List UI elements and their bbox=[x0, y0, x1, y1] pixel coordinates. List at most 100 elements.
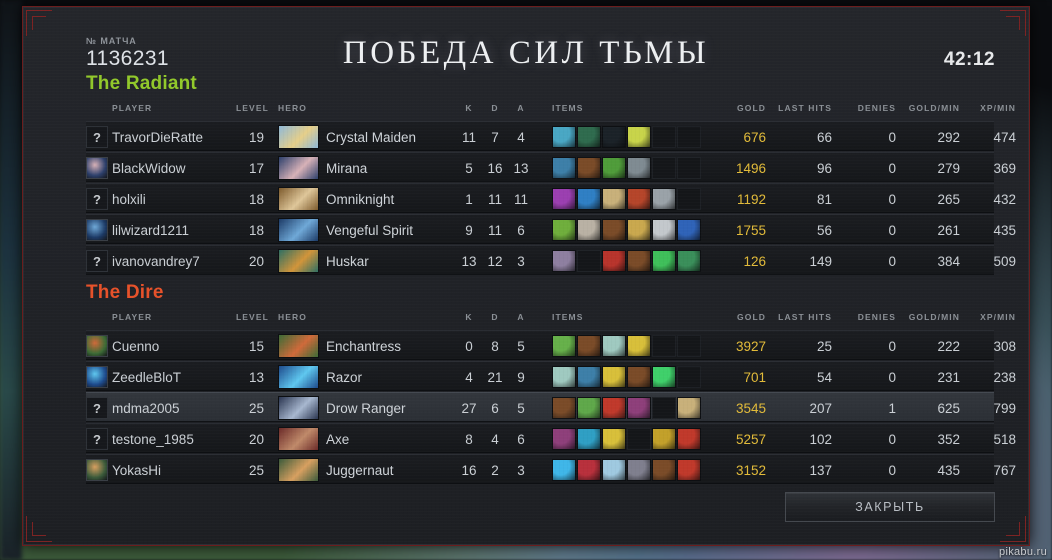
item-icon[interactable] bbox=[552, 157, 576, 179]
unknown-avatar-placeholder-icon[interactable]: ? bbox=[86, 397, 108, 419]
item-icon[interactable] bbox=[552, 397, 576, 419]
item-icon[interactable] bbox=[627, 335, 651, 357]
item-icon[interactable] bbox=[627, 157, 651, 179]
item-icon[interactable] bbox=[677, 428, 701, 450]
item-icon[interactable] bbox=[577, 366, 601, 388]
item-icon[interactable] bbox=[652, 250, 676, 272]
item-icon[interactable] bbox=[627, 219, 651, 241]
item-icon[interactable] bbox=[577, 157, 601, 179]
item-slot-empty[interactable] bbox=[652, 157, 676, 179]
item-icon[interactable] bbox=[602, 428, 626, 450]
nebula-avatar-icon[interactable] bbox=[86, 157, 108, 179]
hero-cell[interactable]: Omniknight bbox=[278, 184, 458, 214]
item-icon[interactable] bbox=[652, 366, 676, 388]
table-row[interactable]: ? holxili 18 Omniknight 1 11 11 1192 81 0 265 432 bbox=[86, 183, 1016, 214]
item-icon[interactable] bbox=[627, 188, 651, 210]
item-icon[interactable] bbox=[602, 250, 626, 272]
kills-value: 11 bbox=[461, 129, 476, 145]
unknown-avatar-placeholder-icon[interactable]: ? bbox=[86, 250, 108, 272]
item-icon[interactable] bbox=[627, 397, 651, 419]
hero-name: Vengeful Spirit bbox=[326, 222, 414, 238]
item-icon[interactable] bbox=[602, 335, 626, 357]
item-icon[interactable] bbox=[602, 397, 626, 419]
item-icon[interactable] bbox=[552, 459, 576, 481]
hero-cell[interactable]: Vengeful Spirit bbox=[278, 215, 458, 245]
item-slot-empty[interactable] bbox=[577, 250, 601, 272]
item-slot-empty[interactable] bbox=[677, 366, 701, 388]
item-icon[interactable] bbox=[677, 459, 701, 481]
item-icon[interactable] bbox=[552, 219, 576, 241]
table-row[interactable]: ? testone_1985 20 Axe 8 4 6 5257 102 0 352 518 bbox=[86, 423, 1016, 454]
table-row[interactable]: Cuenno 15 Enchantress 0 8 5 3927 25 0 222 308 bbox=[86, 330, 1016, 361]
item-icon[interactable] bbox=[627, 126, 651, 148]
item-icon[interactable] bbox=[577, 188, 601, 210]
table-row[interactable]: ? mdma2005 25 Drow Ranger 27 6 5 3545 207 1 625 799 bbox=[86, 392, 1016, 423]
item-icon[interactable] bbox=[552, 366, 576, 388]
item-icon[interactable] bbox=[677, 219, 701, 241]
frame-corner-bottom-right bbox=[1000, 516, 1026, 542]
table-row[interactable]: BlackWidow 17 Mirana 5 16 13 1496 96 0 279 369 bbox=[86, 152, 1016, 183]
item-icon[interactable] bbox=[652, 428, 676, 450]
skull-avatar-icon[interactable] bbox=[86, 335, 108, 357]
item-icon[interactable] bbox=[677, 397, 701, 419]
hero-cell[interactable]: Huskar bbox=[278, 246, 458, 276]
mountain-avatar-icon[interactable] bbox=[86, 459, 108, 481]
column-header-k: K bbox=[465, 312, 473, 322]
item-icon[interactable] bbox=[577, 335, 601, 357]
item-icon[interactable] bbox=[627, 366, 651, 388]
item-icon[interactable] bbox=[552, 428, 576, 450]
item-icon[interactable] bbox=[627, 250, 651, 272]
item-slot-empty[interactable] bbox=[677, 188, 701, 210]
item-icon[interactable] bbox=[552, 250, 576, 272]
table-row[interactable]: lilwizard1211 18 Vengeful Spirit 9 11 6 1755 56… bbox=[86, 214, 1016, 245]
item-icon[interactable] bbox=[552, 335, 576, 357]
hero-cell[interactable]: Axe bbox=[278, 424, 458, 454]
deaths-value: 6 bbox=[491, 400, 499, 416]
item-icon[interactable] bbox=[677, 250, 701, 272]
table-row[interactable]: ZeedleBloT 13 Razor 4 21 9 701 54 0 231 238 bbox=[86, 361, 1016, 392]
item-slot-empty[interactable] bbox=[677, 157, 701, 179]
item-slot-empty[interactable] bbox=[627, 428, 651, 450]
item-icon[interactable] bbox=[602, 126, 626, 148]
close-button[interactable]: ЗАКРЫТЬ bbox=[785, 492, 995, 522]
item-icon[interactable] bbox=[577, 397, 601, 419]
item-icon[interactable] bbox=[577, 126, 601, 148]
item-icon[interactable] bbox=[602, 157, 626, 179]
hero-cell[interactable]: Razor bbox=[278, 362, 458, 392]
hero-cell[interactable]: Drow Ranger bbox=[278, 393, 458, 423]
item-icon[interactable] bbox=[652, 219, 676, 241]
hero-cell[interactable]: Juggernaut bbox=[278, 455, 458, 485]
column-header-a: A bbox=[517, 312, 525, 322]
item-icon[interactable] bbox=[552, 126, 576, 148]
table-row[interactable]: ? TravorDieRatte 19 Crystal Maiden 11 7 4 676 66… bbox=[86, 121, 1016, 152]
item-slot-empty[interactable] bbox=[652, 126, 676, 148]
item-icon[interactable] bbox=[602, 219, 626, 241]
items-cell bbox=[552, 153, 701, 183]
item-icon[interactable] bbox=[652, 188, 676, 210]
item-icon[interactable] bbox=[602, 366, 626, 388]
unknown-avatar-placeholder-icon[interactable]: ? bbox=[86, 188, 108, 210]
item-icon[interactable] bbox=[552, 188, 576, 210]
item-slot-empty[interactable] bbox=[677, 126, 701, 148]
hero-cell[interactable]: Mirana bbox=[278, 153, 458, 183]
player-rows: Cuenno 15 Enchantress 0 8 5 3927 25 0 222 308 Zeedl… bbox=[86, 330, 1016, 485]
item-icon[interactable] bbox=[577, 459, 601, 481]
table-row[interactable]: YokasHi 25 Juggernaut 16 2 3 3152 137 0 435 767 bbox=[86, 454, 1016, 485]
item-icon[interactable] bbox=[577, 428, 601, 450]
item-icon[interactable] bbox=[627, 459, 651, 481]
hero-cell[interactable]: Crystal Maiden bbox=[278, 122, 458, 152]
item-icon[interactable] bbox=[602, 188, 626, 210]
item-slot-empty[interactable] bbox=[652, 397, 676, 419]
unknown-avatar-placeholder-icon[interactable]: ? bbox=[86, 428, 108, 450]
portrait-avatar-icon[interactable] bbox=[86, 366, 108, 388]
unknown-avatar-placeholder-icon[interactable]: ? bbox=[86, 126, 108, 148]
item-slot-empty[interactable] bbox=[677, 335, 701, 357]
item-icon[interactable] bbox=[602, 459, 626, 481]
hooded-avatar-icon[interactable] bbox=[86, 219, 108, 241]
item-icon[interactable] bbox=[577, 219, 601, 241]
table-row[interactable]: ? ivanovandrey7 20 Huskar 13 12 3 126 149 0 384 509 bbox=[86, 245, 1016, 276]
match-id-value: 1136231 bbox=[86, 47, 169, 70]
item-icon[interactable] bbox=[652, 459, 676, 481]
hero-cell[interactable]: Enchantress bbox=[278, 331, 458, 361]
item-slot-empty[interactable] bbox=[652, 335, 676, 357]
